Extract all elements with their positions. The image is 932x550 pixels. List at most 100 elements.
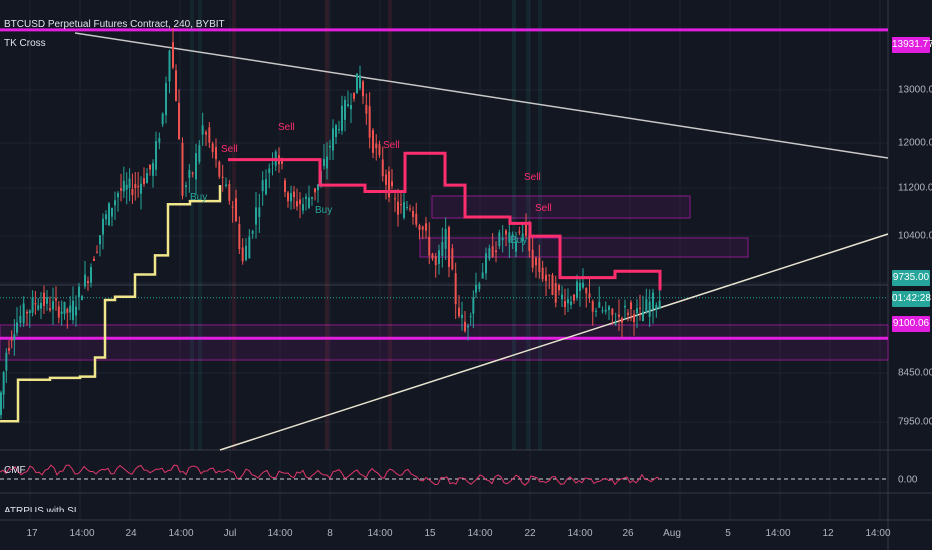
- candle-body: [344, 99, 346, 120]
- candle-body: [221, 176, 224, 178]
- candle-body: [255, 207, 257, 225]
- candle-body: [161, 113, 164, 125]
- candle-body: [311, 196, 313, 199]
- candle-body: [208, 127, 211, 143]
- support-price-tag: 9100.06: [892, 316, 930, 332]
- candle-body: [579, 282, 581, 291]
- candle-body: [362, 81, 364, 97]
- cmf-axis-value: 0.00: [898, 474, 918, 486]
- time-axis-tick: 22: [524, 528, 536, 539]
- price-axis-tick: 13000.00: [898, 84, 932, 96]
- candle-body: [582, 282, 584, 288]
- signal-sell: Sell: [278, 122, 295, 133]
- candles: [0, 27, 661, 419]
- candle-body: [655, 304, 658, 310]
- candle-body: [143, 178, 145, 185]
- candle-body: [314, 188, 316, 193]
- candle-body: [441, 241, 444, 257]
- candle-body: [326, 156, 328, 169]
- candle-body: [438, 250, 440, 265]
- signal-band: [526, 0, 530, 450]
- candle-body: [105, 214, 107, 220]
- candle-body: [305, 196, 307, 199]
- time-axis-tick: Aug: [663, 528, 681, 539]
- candle-body: [34, 303, 37, 305]
- candle-body: [114, 200, 116, 206]
- candle-body: [258, 207, 261, 218]
- candle-body: [175, 70, 177, 102]
- candle-body: [134, 184, 137, 189]
- candle-body: [614, 323, 617, 325]
- candle-body: [627, 312, 629, 315]
- signal-band: [325, 0, 329, 450]
- candle-body: [215, 146, 217, 160]
- candle-body: [545, 274, 547, 281]
- time-axis-tick: 14:00: [267, 528, 293, 539]
- candle-body: [341, 105, 343, 131]
- candle-body: [418, 225, 421, 230]
- candle-body: [588, 293, 591, 298]
- candle-body: [365, 104, 368, 114]
- atr-label: ATRPUS with SL: [4, 506, 80, 512]
- candle-body: [388, 171, 390, 198]
- candle-body: [350, 105, 352, 110]
- candle-body: [642, 311, 644, 322]
- candle-body: [158, 138, 161, 143]
- candle-body: [75, 306, 77, 316]
- candle-body: [125, 184, 128, 190]
- candle-body: [248, 236, 251, 259]
- candle-body: [338, 129, 340, 131]
- time-axis-tick: 14:00: [69, 528, 95, 539]
- candle-body: [137, 185, 140, 187]
- candle-body: [198, 145, 201, 162]
- candle-body: [573, 294, 575, 301]
- candle-body: [495, 250, 497, 253]
- candle-body: [639, 307, 641, 309]
- candle-body: [576, 281, 578, 298]
- price-axis-tick: 10400.00: [898, 230, 932, 242]
- descending-trendline: [74, 32, 889, 159]
- candle-body: [618, 314, 620, 317]
- candle-body: [188, 170, 191, 178]
- candle-body: [191, 172, 194, 175]
- signal-band: [190, 0, 194, 450]
- indicator-lines: [0, 151, 662, 423]
- candle-body: [385, 174, 387, 185]
- signal-band: [388, 0, 392, 450]
- candle-body: [428, 236, 431, 256]
- candle-body: [78, 286, 80, 297]
- signal-buy: Buy: [510, 235, 527, 246]
- candle-body: [168, 50, 171, 82]
- candle-body: [508, 232, 511, 243]
- candle-body: [498, 232, 501, 247]
- cmf-label: CMF: [4, 465, 26, 476]
- candle-body: [290, 193, 292, 202]
- price-axis-tick: 8450.00: [898, 367, 932, 379]
- candle-body: [205, 131, 207, 135]
- candle-body: [93, 258, 95, 262]
- candle-body: [630, 302, 632, 310]
- candle-body: [335, 125, 337, 138]
- candle-body: [467, 325, 469, 328]
- candle-body: [394, 198, 396, 200]
- candle-body: [165, 82, 167, 116]
- signal-buy: Buy: [315, 205, 332, 216]
- candle-body: [464, 321, 466, 332]
- signal-band: [512, 0, 516, 450]
- candle-body: [412, 210, 414, 218]
- candle-body: [485, 253, 487, 274]
- candle-body: [99, 235, 101, 245]
- candle-body: [558, 284, 560, 291]
- candle-body: [561, 294, 563, 300]
- candle-body: [26, 311, 28, 314]
- candle-body: [564, 301, 566, 308]
- candle-body: [548, 274, 551, 276]
- candle-body: [658, 300, 661, 309]
- candle-body: [451, 248, 454, 270]
- candle-body: [481, 272, 484, 279]
- candle-body: [434, 255, 437, 266]
- countdown-tag: 01:42:28: [892, 291, 931, 307]
- signal-labels: Sell Sell Sell Sell Sell Buy Buy Buy: [190, 122, 552, 246]
- candle-body: [403, 201, 405, 218]
